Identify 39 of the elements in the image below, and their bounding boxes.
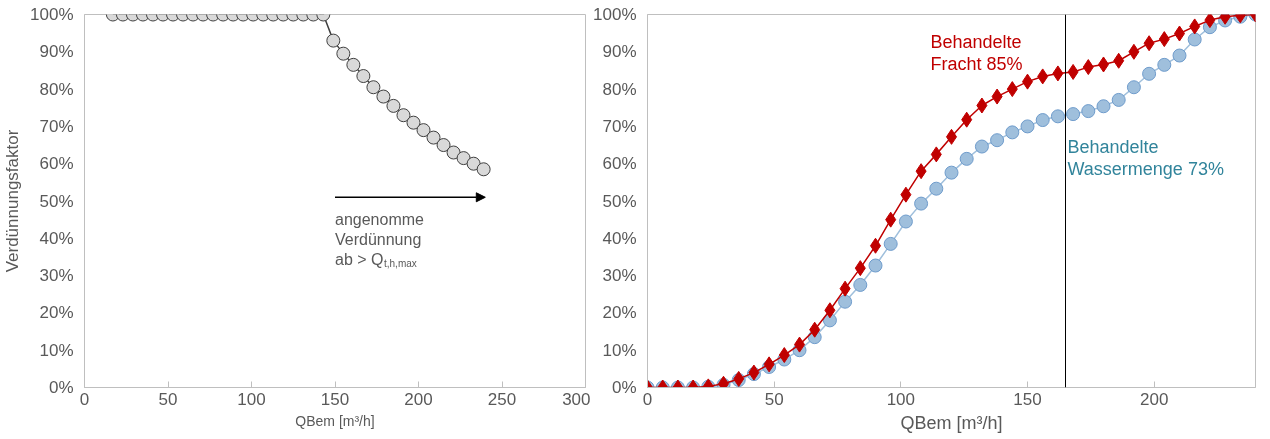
annotation: Behandelte Fracht 85%	[930, 32, 1023, 75]
y-tick-label: 40%	[602, 228, 637, 248]
y-tick-label: 70%	[39, 116, 74, 136]
x-tick-label: 50	[158, 389, 178, 409]
y-tick-label: 80%	[39, 79, 74, 99]
x-axis-title: QBem [m³/h]	[900, 412, 1003, 433]
y-tick-label: 0%	[611, 378, 637, 397]
x-tick-label: 150	[320, 389, 350, 409]
x-tick-label: 0	[642, 389, 653, 409]
y-tick-label: 20%	[602, 303, 637, 323]
x-axis-title: QBem [m³/h]	[295, 412, 375, 429]
y-tick-label: 50%	[39, 191, 74, 211]
y-tick-label: 50%	[602, 191, 637, 211]
y-tick-label: 60%	[602, 154, 637, 174]
y-tick-label: 80%	[602, 79, 637, 99]
x-tick-label: 200	[1139, 389, 1169, 409]
x-tick-label: 100	[886, 389, 916, 409]
y-tick-label: 90%	[602, 42, 637, 62]
y-tick-label: 30%	[39, 266, 74, 286]
x-tick-label: 100	[237, 389, 266, 409]
y-tick-label: 70%	[602, 116, 637, 136]
y-tick-label: 20%	[39, 303, 74, 323]
y-tick-label: 0%	[48, 378, 74, 397]
y-tick-label: 60%	[39, 154, 74, 174]
y-tick-label: 10%	[39, 340, 74, 360]
y-tick-label: 30%	[602, 266, 637, 286]
x-tick-label: 300	[562, 389, 591, 409]
x-tick-label: 150	[1013, 389, 1042, 409]
y-tick-label: 100%	[30, 5, 74, 24]
y-tick-label: 100%	[593, 5, 637, 24]
y-axis-title: Verdünnungsfaktor	[3, 129, 23, 273]
y-tick-label: 90%	[39, 42, 74, 62]
x-tick-label: 200	[404, 389, 433, 409]
x-tick-label: 50	[764, 389, 784, 409]
y-tick-label: 40%	[39, 228, 74, 248]
y-tick-label: 10%	[602, 340, 637, 360]
x-tick-label: 0	[79, 389, 90, 409]
x-tick-label: 250	[487, 389, 517, 409]
annotation: Behandelte Wassermenge 73%	[1067, 137, 1224, 180]
